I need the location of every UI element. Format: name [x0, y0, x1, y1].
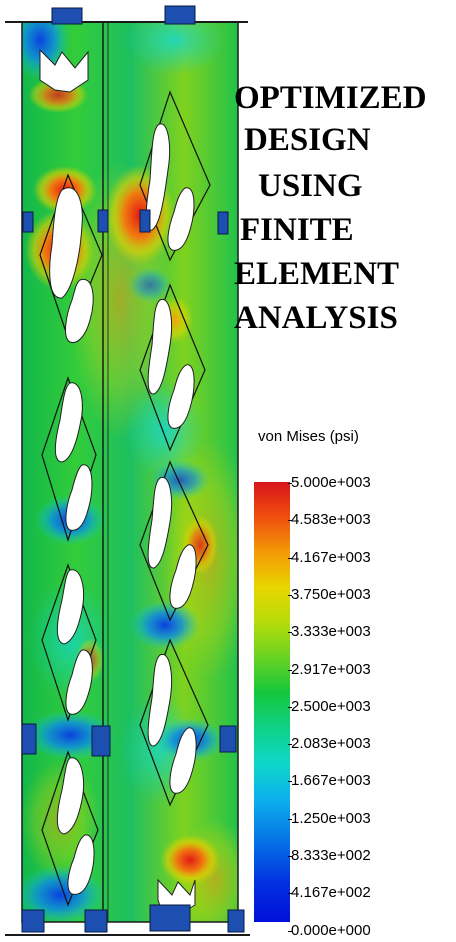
legend-tick-label: 4.167e+003 — [288, 548, 371, 566]
legend-tick-label: 4.583e+003 — [288, 511, 371, 529]
legend-tick-label: 2.500e+003 — [288, 697, 371, 715]
legend-tick-label: 0.000e+000 — [288, 921, 371, 939]
legend-tick-label: 3.750e+003 — [288, 585, 371, 603]
legend-tick-label: 1.667e+003 — [288, 772, 371, 790]
title-line-6: ANALYSIS — [234, 300, 398, 336]
legend-title: von Mises (psi) — [258, 428, 359, 445]
title-line-3: USING — [258, 168, 363, 204]
title-line-4: FINITE — [240, 212, 354, 248]
legend-tick-label: 8.333e+002 — [288, 847, 371, 864]
legend-tick-label: 2.917e+003 — [288, 660, 371, 678]
color-scale-bar — [254, 482, 290, 922]
title-line-2: DESIGN — [244, 122, 371, 158]
legend-tick-label: 2.083e+003 — [288, 735, 371, 753]
legend-tick-label: 1.250e+003 — [288, 809, 371, 827]
legend-tick-label: 3.333e+003 — [288, 623, 371, 641]
title-line-5: ELEMENT — [234, 256, 400, 292]
title-line-1: OPTIMIZED — [234, 80, 427, 116]
legend-tick-label: 4.167e+002 — [288, 884, 371, 902]
legend-tick-label: 5.000e+003 — [288, 474, 371, 491]
